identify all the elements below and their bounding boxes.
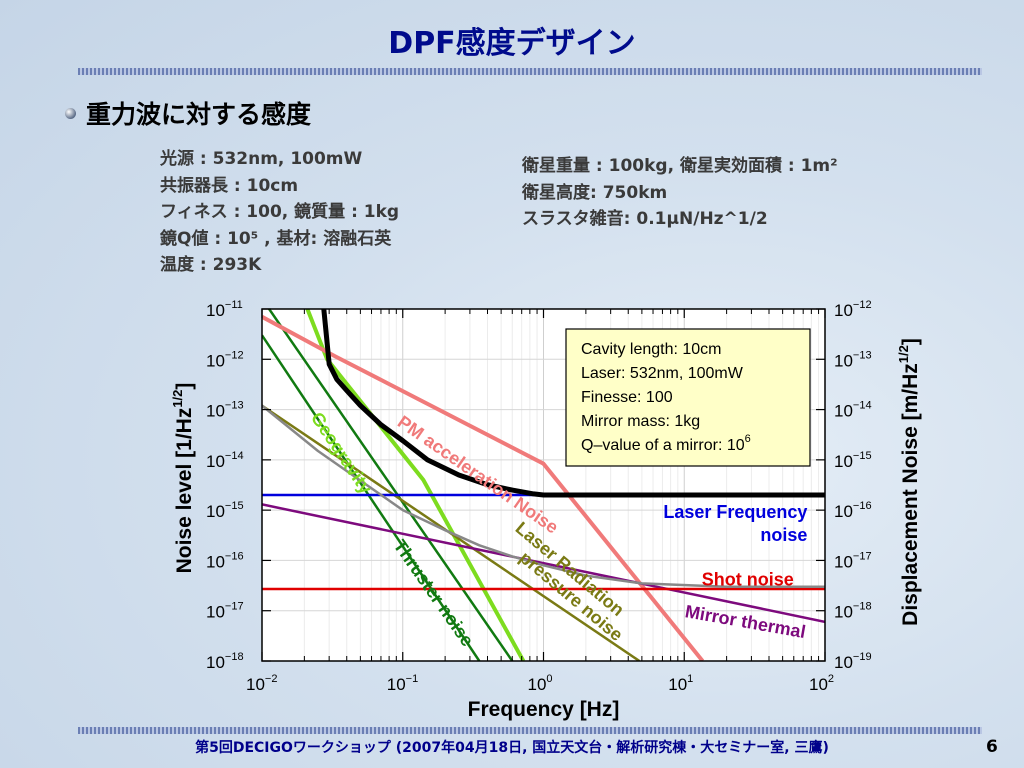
curve-label: Shot noise xyxy=(702,569,794,589)
section-heading: 重力波に対する感度 xyxy=(65,95,311,131)
right-y-tick-label: 10−12 xyxy=(834,299,872,320)
right-y-tick-label: 10−16 xyxy=(834,500,872,521)
annotation-line: Q–value of a mirror: 106 xyxy=(581,433,751,454)
footer-divider xyxy=(78,727,982,734)
page-title: DPF感度デザイン xyxy=(388,26,636,61)
curve-label: Laser Frequency noise xyxy=(663,502,807,545)
y-tick-label: 10−14 xyxy=(206,450,244,471)
section-heading-text: 重力波に対する感度 xyxy=(86,100,312,129)
page-number: 6 xyxy=(986,737,998,757)
spec-line: 鏡Q値 : 10⁵ , 基材: 溶融石英 xyxy=(160,228,392,249)
series-line xyxy=(267,309,514,661)
annotation-line: Laser: 532nm, 100mW xyxy=(581,365,744,382)
annotation-line: Mirror mass: 1kg xyxy=(581,413,700,430)
y-tick-label: 10−11 xyxy=(206,299,243,320)
spec-line: 光源 : 532nm, 100mW xyxy=(160,149,363,169)
y-axis-label: Noise level [1/Hz1/2] xyxy=(170,383,196,574)
spec-line: フィネス : 100, 鏡質量 : 1kg xyxy=(160,202,400,222)
axis-labels: 10−2 10−1 100 101 102 10−11 10−12 10−13 10−14 10−… xyxy=(170,299,922,721)
y-tick-label: 10−15 xyxy=(206,500,244,521)
annotation-line: Finesse: 100 xyxy=(581,389,673,406)
curves xyxy=(262,309,825,661)
y-tick-label: 10−18 xyxy=(206,651,244,672)
y-tick-label: 10−13 xyxy=(206,400,244,421)
spec-line: 衛星高度: 750km xyxy=(522,182,668,203)
right-y-axis-label: Displacement Noise [m/Hz1/2] xyxy=(896,338,922,626)
bullet-icon xyxy=(65,107,76,119)
y-tick-label: 10−16 xyxy=(206,550,244,571)
annotation-box-frame xyxy=(565,328,811,467)
x-tick-label: 10−1 xyxy=(387,673,418,694)
series-line xyxy=(321,309,825,498)
x-tick-label: 101 xyxy=(668,673,693,694)
x-tick-label: 100 xyxy=(528,673,553,694)
footer-text: 第5回DECIGOワークショップ (2007年04月18日, 国立天文台・解析研… xyxy=(195,740,829,756)
spec-line: 衛星重量 : 100kg, 衛星実効面積 : 1m² xyxy=(522,156,838,176)
right-y-tick-label: 10−13 xyxy=(834,349,872,370)
series-line xyxy=(262,404,825,588)
right-y-tick-label: 10−17 xyxy=(834,550,872,571)
x-tick-label: 102 xyxy=(809,673,834,694)
spec-line: スラスタ雑音: 0.1μN/Hz^1/2 xyxy=(522,209,768,229)
spec-line: 共振器長 : 10cm xyxy=(160,175,299,196)
spec-line: 温度 : 293K xyxy=(160,255,262,275)
series-line xyxy=(262,334,481,661)
annotation-line: Cavity length: 10cm xyxy=(581,341,722,358)
right-y-tick-label: 10−14 xyxy=(834,400,872,421)
specs-right: 衛星重量 : 100kg, 衛星実効面積 : 1m² 衛星高度: 750km ス… xyxy=(522,153,838,233)
annotation-box: Cavity length: 10cm Laser: 532nm, 100mW Fi… xyxy=(565,328,811,467)
x-tick-label: 10−2 xyxy=(246,673,277,694)
right-y-tick-label: 10−18 xyxy=(834,601,872,622)
y-tick-label: 10−12 xyxy=(206,349,244,370)
specs-left: 光源 : 532nm, 100mW 共振器長 : 10cm フィネス : 100… xyxy=(160,146,399,279)
title-divider xyxy=(78,68,982,75)
right-y-tick-label: 10−15 xyxy=(834,450,872,471)
x-axis-label: Frequency [Hz] xyxy=(468,698,620,721)
series-line xyxy=(262,315,705,661)
y-tick-label: 10−17 xyxy=(206,601,244,622)
series-line xyxy=(262,503,825,624)
axis-ticks xyxy=(261,308,826,662)
right-y-tick-label: 10−19 xyxy=(834,651,872,672)
